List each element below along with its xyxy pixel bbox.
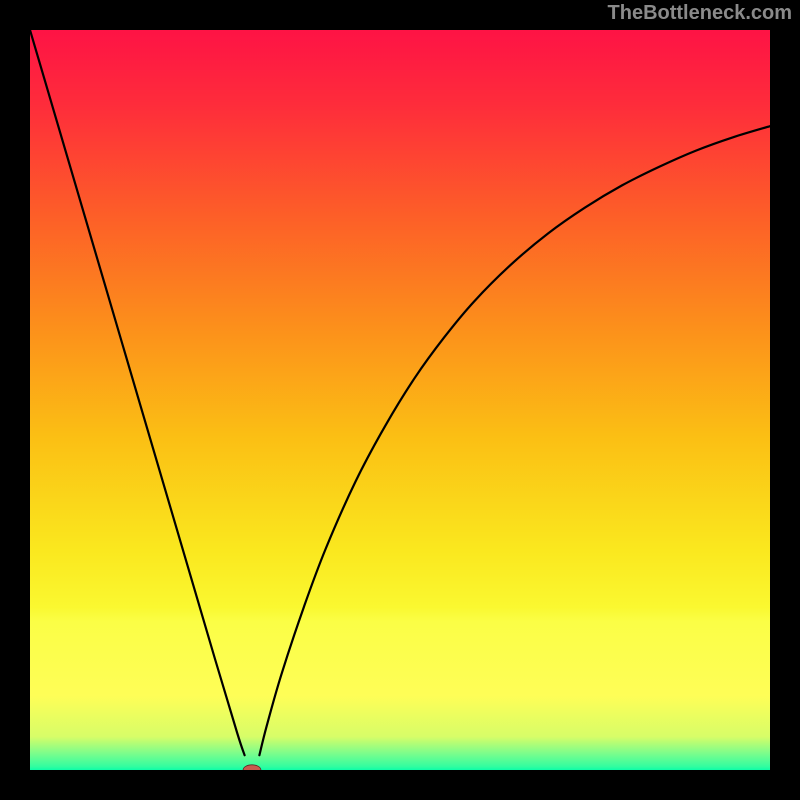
curve-layer <box>30 30 770 770</box>
watermark-text: TheBottleneck.com <box>608 2 792 25</box>
chart-container: TheBottleneck.com <box>0 0 800 800</box>
curve-left-branch <box>30 30 245 755</box>
minimum-marker <box>243 765 261 770</box>
plot-area <box>30 30 770 770</box>
curve-right-branch <box>259 126 770 755</box>
